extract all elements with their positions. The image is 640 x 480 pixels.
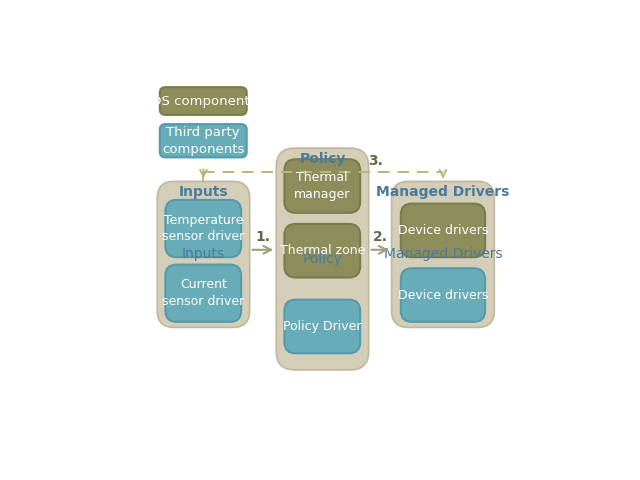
Text: Policy: Policy [300, 152, 346, 166]
Text: Thermal zone: Thermal zone [280, 244, 365, 257]
FancyBboxPatch shape [401, 268, 485, 322]
Text: Managed Drivers: Managed Drivers [383, 247, 502, 262]
FancyBboxPatch shape [165, 264, 241, 322]
Text: Current
sensor driver: Current sensor driver [162, 278, 244, 308]
FancyBboxPatch shape [392, 181, 494, 327]
FancyBboxPatch shape [401, 204, 485, 257]
FancyBboxPatch shape [160, 87, 246, 115]
Text: Managed Drivers: Managed Drivers [376, 185, 509, 199]
Text: Policy: Policy [303, 252, 342, 266]
Text: Thermal
manager: Thermal manager [294, 171, 351, 201]
FancyBboxPatch shape [284, 300, 360, 353]
Text: 3.: 3. [369, 155, 383, 168]
Text: Device drivers: Device drivers [397, 288, 488, 301]
FancyBboxPatch shape [160, 124, 246, 157]
Text: Inputs: Inputs [182, 247, 225, 262]
Text: Temperature
sensor driver: Temperature sensor driver [162, 214, 244, 243]
FancyBboxPatch shape [157, 181, 250, 327]
Text: OS components: OS components [150, 95, 256, 108]
FancyBboxPatch shape [165, 200, 241, 257]
Text: 2.: 2. [372, 230, 388, 244]
FancyBboxPatch shape [276, 148, 369, 370]
FancyBboxPatch shape [284, 159, 360, 213]
Text: Policy Driver: Policy Driver [283, 320, 362, 333]
Text: Device drivers: Device drivers [397, 224, 488, 237]
Text: Inputs: Inputs [179, 185, 228, 199]
Text: 1.: 1. [255, 230, 271, 244]
FancyBboxPatch shape [284, 224, 360, 277]
Text: Third party
components: Third party components [162, 126, 244, 156]
